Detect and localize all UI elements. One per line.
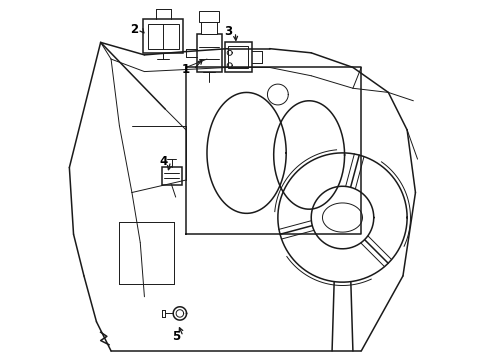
Bar xyxy=(227,46,248,68)
Bar xyxy=(147,24,179,49)
Text: 5: 5 xyxy=(171,330,180,343)
Text: 1: 1 xyxy=(182,63,190,76)
Bar xyxy=(200,22,217,34)
Text: 2: 2 xyxy=(130,23,138,36)
Text: 4: 4 xyxy=(159,155,167,168)
Text: 3: 3 xyxy=(224,26,231,39)
Bar xyxy=(161,167,181,185)
Bar xyxy=(143,19,183,53)
Bar xyxy=(198,11,219,22)
Bar xyxy=(224,42,251,72)
Bar xyxy=(196,34,221,72)
